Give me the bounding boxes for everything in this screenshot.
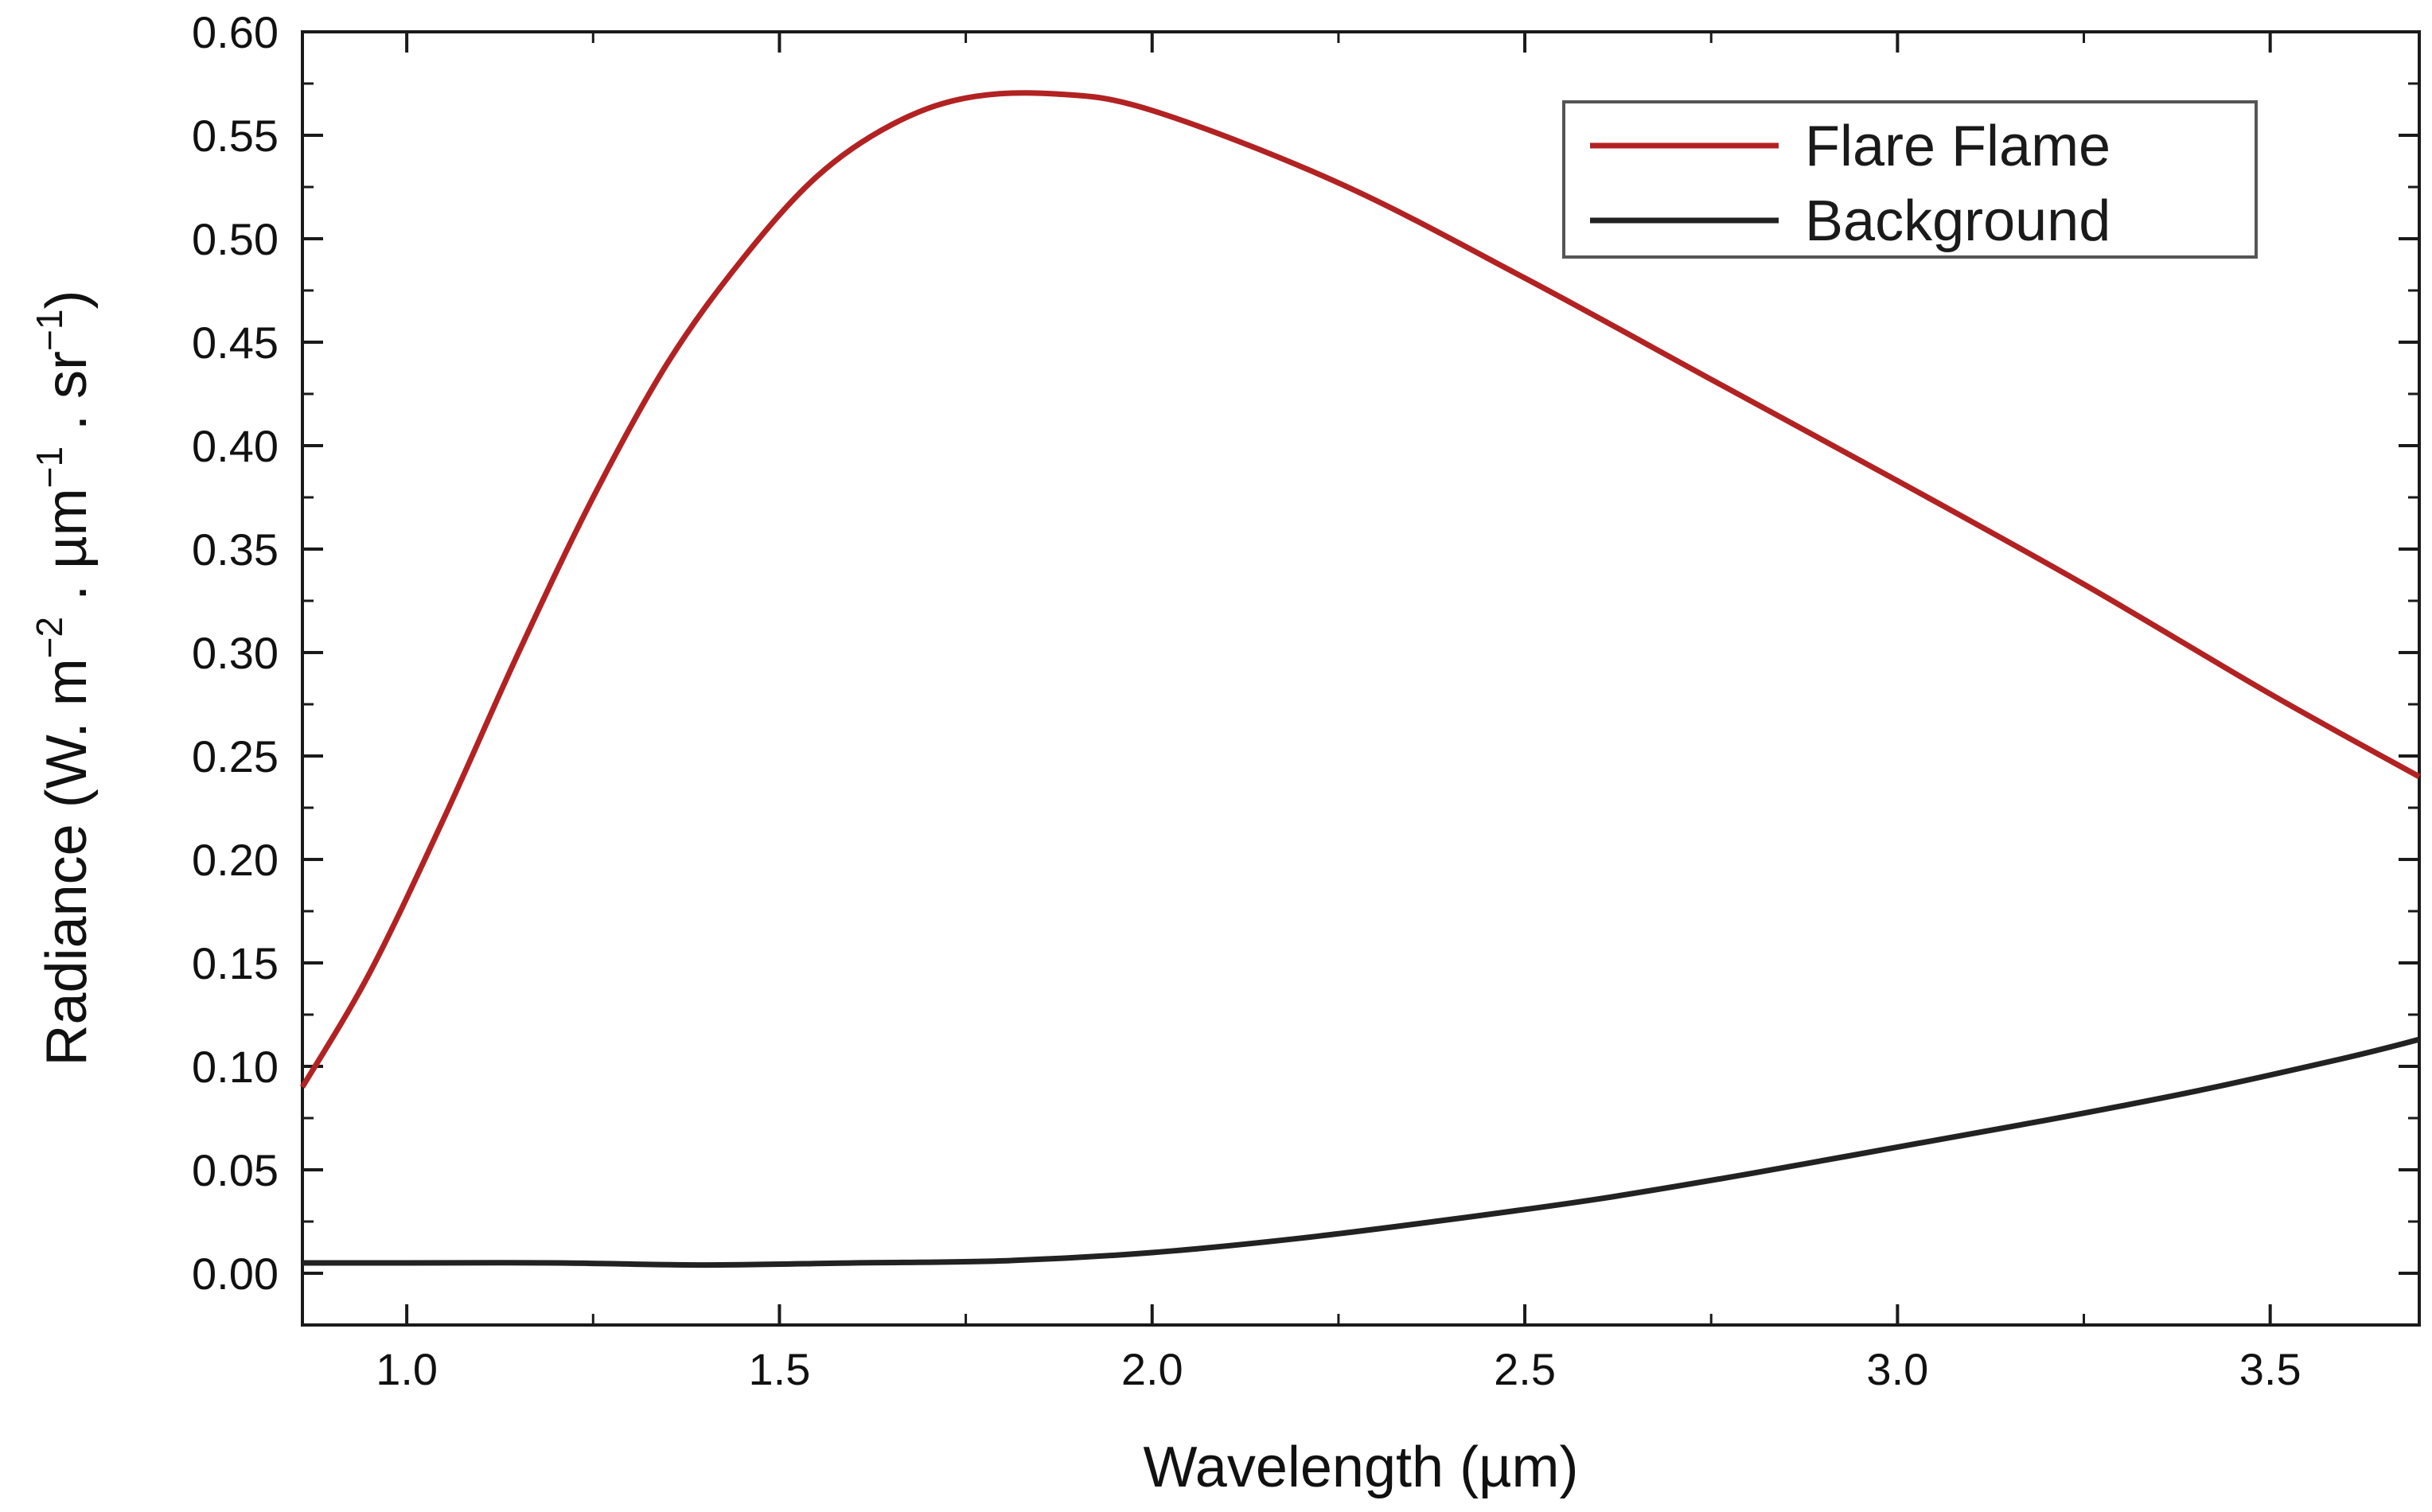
y-tick-label: 0.10 [192, 1042, 279, 1092]
legend-label-background: Background [1805, 189, 2110, 253]
y-tick-label: 0.00 [192, 1249, 279, 1299]
series-line-background [302, 1036, 2420, 1268]
y-axis-title-end: ) [35, 290, 99, 310]
y-tick-label: 0.20 [192, 835, 279, 885]
y-tick-label: 0.15 [192, 938, 279, 988]
x-tick-label: 2.0 [1121, 1344, 1183, 1394]
y-axis-title-mid: . µm [35, 488, 99, 616]
y-axis-title-sup3: −1 [29, 309, 70, 350]
y-axis-title-base: Radiance (W. m [35, 658, 99, 1066]
y-tick-label: 0.55 [192, 111, 279, 161]
x-tick-label: 2.5 [1494, 1344, 1556, 1394]
y-axis-title-sup2: −1 [29, 446, 70, 488]
tick-labels-layer: 1.0 1.5 2.0 2.5 3.0 3.5 0.00 0.05 0.10 0.15 0.20 0.… [192, 7, 2301, 1394]
series-line-flare-flame [299, 90, 2421, 1089]
y-tick-label: 0.25 [192, 731, 279, 781]
y-tick-label: 0.45 [192, 318, 279, 368]
plot-frame [301, 30, 2421, 1327]
x-tick-label: 1.5 [749, 1344, 811, 1394]
y-axis-title: Radiance (W. m−2 . µm−1 . sr−1) [29, 290, 99, 1066]
x-axis-title: Wavelength (µm) [1144, 1436, 1579, 1499]
y-axis-title-sup1: −2 [29, 617, 70, 658]
x-tick-label: 3.0 [1866, 1344, 1928, 1394]
series-layer [299, 90, 2421, 1268]
x-tick-label: 1.0 [376, 1344, 438, 1394]
y-tick-label: 0.05 [192, 1145, 279, 1195]
y-tick-label: 0.50 [192, 214, 279, 264]
y-tick-label: 0.30 [192, 628, 279, 678]
y-tick-label: 0.40 [192, 421, 279, 471]
legend: Flare Flame Background [1562, 100, 2258, 259]
y-tick-label: 0.35 [192, 524, 279, 575]
x-tick-label: 3.5 [2239, 1344, 2301, 1394]
y-axis-title-mid2: . sr [35, 351, 99, 446]
legend-box [1562, 100, 2258, 259]
legend-label-flare-flame: Flare Flame [1805, 115, 2110, 178]
y-tick-label: 0.60 [192, 7, 279, 57]
ticks-layer [302, 30, 2419, 1325]
